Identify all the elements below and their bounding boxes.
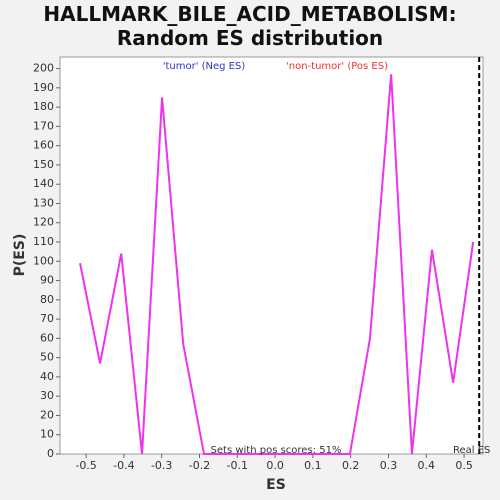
y-tick-label: 160 bbox=[33, 139, 54, 152]
chart-title: HALLMARK_BILE_ACID_METABOLISM: Random ES… bbox=[43, 2, 457, 50]
y-tick-label: 40 bbox=[40, 370, 54, 383]
y-tick-label: 20 bbox=[40, 408, 54, 421]
x-tick-label: 0.4 bbox=[418, 459, 436, 472]
x-tick-label: -0.5 bbox=[75, 459, 96, 472]
y-tick-label: 190 bbox=[33, 81, 54, 94]
y-tick-label: 10 bbox=[40, 428, 54, 441]
series-line bbox=[79, 74, 475, 455]
y-axis-label: P(ES) bbox=[12, 234, 28, 277]
y-tick-label: 100 bbox=[33, 254, 54, 267]
plot-area bbox=[59, 56, 484, 455]
x-tick-label: 0.2 bbox=[342, 459, 360, 472]
x-tick-label: 0.1 bbox=[304, 459, 322, 472]
annotation: Sets with pos scores: 51% bbox=[211, 445, 342, 456]
y-tick-label: 110 bbox=[33, 235, 54, 248]
y-tick-label: 200 bbox=[33, 62, 54, 75]
y-tick-label: 180 bbox=[33, 100, 54, 113]
annotation: 'non-tumor' (Pos ES) bbox=[286, 61, 388, 72]
y-tick-label: 90 bbox=[40, 274, 54, 287]
annotation: Real ES bbox=[453, 445, 490, 456]
y-tick-label: 70 bbox=[40, 312, 54, 325]
y-tick-label: 60 bbox=[40, 331, 54, 344]
y-tick-label: 0 bbox=[47, 447, 54, 460]
y-tick-label: 80 bbox=[40, 293, 54, 306]
x-tick-label: -0.1 bbox=[227, 459, 248, 472]
x-tick-label: 0.0 bbox=[266, 459, 284, 472]
x-tick-label: 0.3 bbox=[380, 459, 398, 472]
x-tick-label: 0.5 bbox=[455, 459, 473, 472]
x-tick-label: -0.4 bbox=[113, 459, 134, 472]
x-tick-label: -0.2 bbox=[189, 459, 210, 472]
x-axis-label: ES bbox=[266, 477, 286, 493]
annotation: 'tumor' (Neg ES) bbox=[163, 61, 246, 72]
y-tick-label: 130 bbox=[33, 196, 54, 209]
y-tick-label: 120 bbox=[33, 216, 54, 229]
y-tick-label: 140 bbox=[33, 177, 54, 190]
y-tick-label: 50 bbox=[40, 351, 54, 364]
y-tick-label: 170 bbox=[33, 119, 54, 132]
x-tick-label: -0.3 bbox=[151, 459, 172, 472]
y-tick-label: 150 bbox=[33, 158, 54, 171]
y-tick-label: 30 bbox=[40, 389, 54, 402]
